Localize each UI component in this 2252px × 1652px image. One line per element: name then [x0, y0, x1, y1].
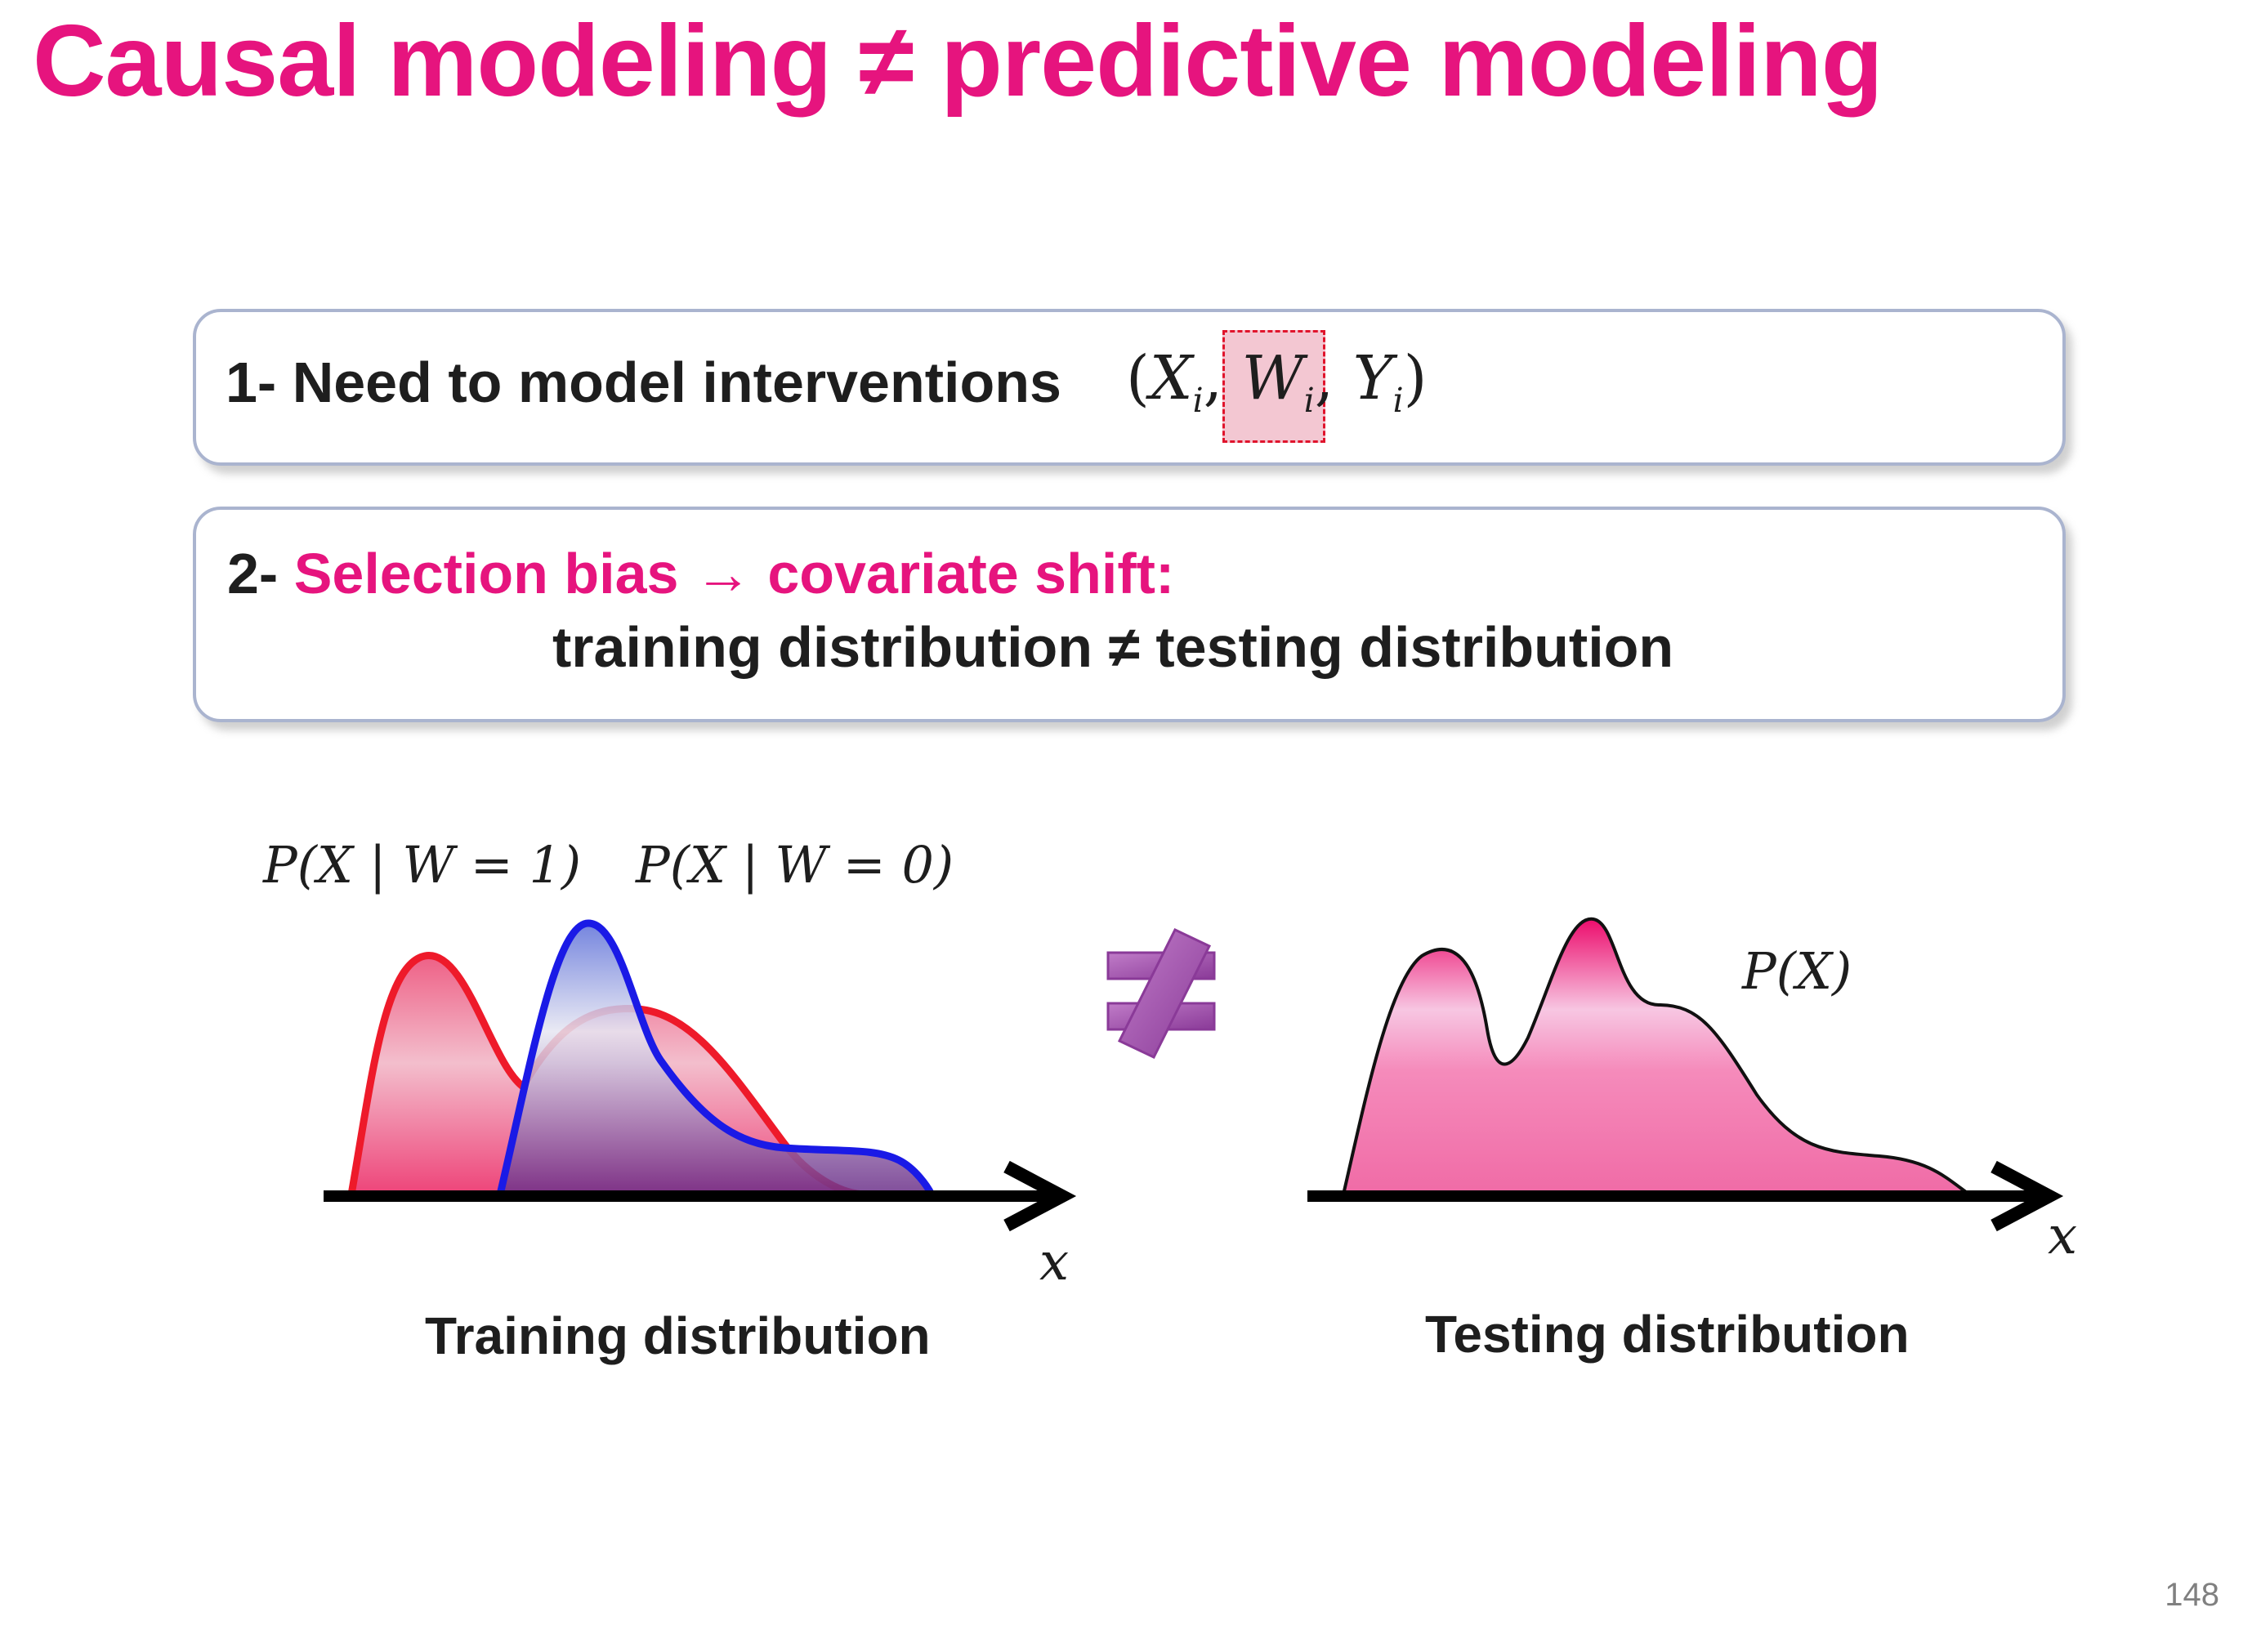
tuple-w: W — [1241, 343, 1304, 413]
label-p-x: P(X) — [1741, 941, 1852, 1001]
w-highlight — [1222, 330, 1325, 443]
testing-density-fill — [1343, 918, 1969, 1194]
point-2-highlight: Selection bias → covariate shift: — [293, 542, 1175, 605]
training-axis-arrowhead — [1003, 1160, 1077, 1232]
tuple-formula: (Xi, Wi, Yi) — [1126, 343, 1428, 420]
training-axis-label: x — [1039, 1232, 1069, 1293]
not-equal-icon — [1106, 928, 1216, 1059]
training-caption: Training distribution — [425, 1306, 931, 1365]
label-p-x-given-w1: P(X | W = 1) — [262, 835, 581, 895]
tuple-sep-1: , — [1203, 343, 1223, 413]
testing-axis-label: x — [2048, 1206, 2077, 1266]
page-number: 148 — [2165, 1577, 2219, 1613]
tuple-x-sub: i — [1192, 380, 1204, 420]
testing-density-curve — [1342, 917, 1971, 1196]
tuple-open: ( — [1126, 343, 1150, 413]
point-2-box — [193, 507, 2066, 722]
point-1-label: Need to model interventions — [292, 350, 1061, 414]
point-1-number: 1- — [226, 350, 277, 414]
tuple-sep-2: , — [1314, 343, 1334, 413]
tuple-close: ) — [1403, 343, 1428, 413]
testing-caption: Testing distribution — [1425, 1305, 1910, 1364]
point-1-box — [193, 309, 2066, 466]
control-density-curve — [496, 919, 936, 1197]
slide-title: Causal modeling ≠ predictive modeling — [33, 5, 1883, 118]
label-p-x-given-w0: P(X | W = 0) — [635, 835, 954, 895]
point-2-line-2: training distribution ≠ testing distribu… — [552, 615, 1674, 679]
point-1-text: 1- Need to model interventions — [226, 350, 1061, 415]
point-2-number: 2- — [227, 542, 279, 605]
tuple-x: X — [1149, 343, 1193, 413]
tuple-w-sub: i — [1303, 380, 1315, 420]
testing-axis-arrowhead — [1991, 1160, 2064, 1232]
control-density-fill — [500, 923, 932, 1194]
tuple-y: Y — [1352, 343, 1393, 413]
tuple-y-sub: i — [1392, 380, 1404, 420]
point-2-line-1: 2- Selection bias → covariate shift: — [227, 541, 1174, 606]
